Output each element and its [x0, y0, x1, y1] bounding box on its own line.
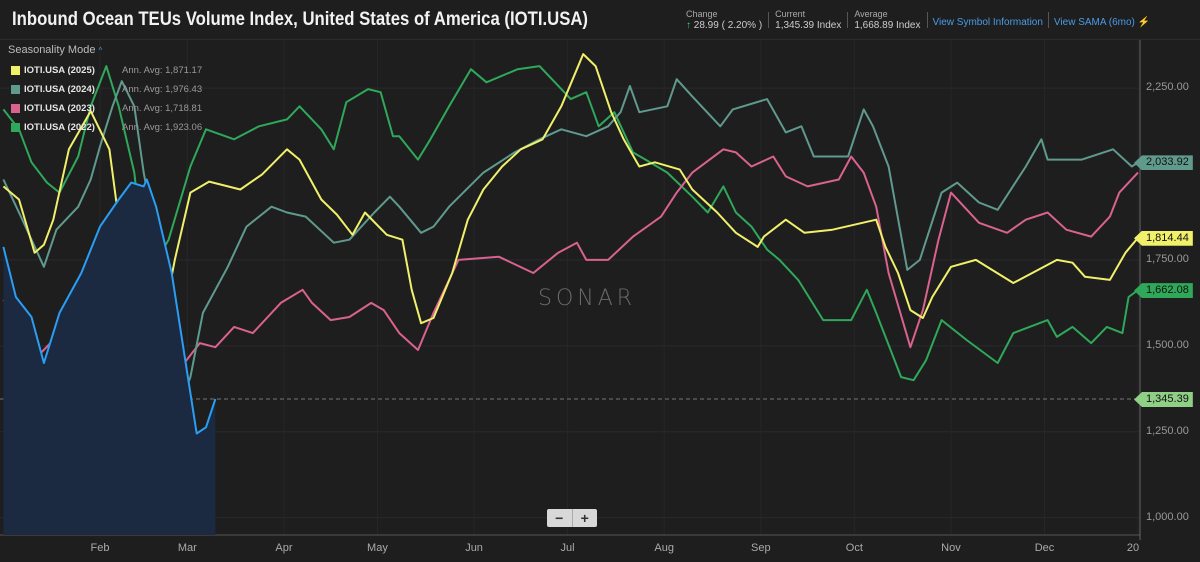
change-value: 28.99 ( 2.20% )	[693, 19, 763, 31]
legend-swatch	[11, 66, 20, 75]
view-sama-link[interactable]: View SAMA (6mo) ⚡	[1054, 11, 1150, 28]
seasonality-mode-toggle[interactable]: Seasonality Mode ^	[8, 44, 202, 56]
average-value: 1,668.89 Index	[854, 19, 921, 31]
change-label: Change	[686, 8, 718, 19]
price-tag: 2,033.92	[1134, 155, 1193, 171]
legend-swatch	[11, 104, 20, 113]
arrow-up-icon: ↑	[686, 19, 691, 31]
legend-item[interactable]: IOTI.USA (2025) Ann. Avg: 1,871.17	[8, 61, 202, 80]
change-stat: Change ↑ 28.99 ( 2.20% )	[686, 9, 762, 31]
current-label: Current	[775, 8, 806, 19]
average-stat: Average 1,668.89 Index	[854, 9, 920, 31]
legend: Seasonality Mode ^ IOTI.USA (2025) Ann. A…	[8, 44, 202, 137]
y-tick-label: 1,750.00	[1146, 252, 1189, 265]
chart-header: Inbound Ocean TEUs Volume Index, United …	[0, 0, 1200, 40]
price-tag: 1,814.44	[1134, 230, 1193, 246]
legend-item[interactable]: IOTI.USA (2022) Ann. Avg: 1,923.06	[8, 118, 202, 137]
view-sama-label: View SAMA (6mo)	[1053, 17, 1135, 28]
legend-series-name: IOTI.USA (2024)	[24, 84, 95, 95]
y-tick-label: 1,500.00	[1146, 338, 1189, 351]
legend-annual-average: Ann. Avg: 1,871.17	[122, 65, 203, 76]
current-value: 1,345.39 Index	[775, 19, 842, 31]
x-tick-label: Feb	[90, 542, 110, 554]
zoom-in-button[interactable]: +	[580, 510, 589, 526]
zoom-controls: − +	[547, 509, 597, 527]
divider	[1047, 11, 1049, 28]
price-tag: 1,662.08	[1134, 283, 1193, 299]
x-tick-label: 20	[1126, 542, 1140, 554]
zoom-out-button[interactable]: −	[547, 509, 573, 527]
legend-item[interactable]: IOTI.USA (2024) Ann. Avg: 1,976.43	[8, 80, 202, 99]
legend-series-name: IOTI.USA (2023)	[24, 103, 95, 114]
x-tick-label: Jun	[465, 542, 483, 554]
seasonality-mode-label: Seasonality Mode	[8, 44, 96, 56]
legend-series-name: IOTI.USA (2025)	[24, 65, 95, 76]
price-tag: 1,345.39	[1134, 391, 1193, 407]
x-tick-label: Jul	[560, 542, 575, 554]
legend-annual-average: Ann. Avg: 1,976.43	[122, 84, 203, 95]
x-tick-label: Dec	[1034, 542, 1055, 554]
x-tick-label: May	[367, 542, 388, 554]
x-tick-label: Nov	[941, 542, 961, 554]
divider	[847, 11, 849, 28]
view-symbol-information-link[interactable]: View Symbol Information	[932, 17, 1043, 28]
sonar-watermark: SONAR	[538, 286, 637, 311]
legend-swatch	[11, 123, 20, 132]
y-tick-label: 2,250.00	[1146, 81, 1189, 94]
divider	[926, 11, 928, 28]
chart-sparkle-icon: ⚡	[1137, 17, 1151, 28]
x-tick-label: Sep	[751, 542, 771, 554]
chevron-up-icon: ^	[98, 46, 103, 55]
divider	[768, 11, 770, 28]
series-line-ioti-usa-2024-	[2, 78, 1139, 405]
average-label: Average	[854, 8, 888, 19]
legend-series-name: IOTI.USA (2022)	[24, 122, 95, 133]
current-year-area	[3, 179, 216, 535]
y-tick-label: 1,000.00	[1146, 510, 1189, 523]
y-tick-label: 1,250.00	[1146, 424, 1189, 437]
legend-item[interactable]: IOTI.USA (2023) Ann. Avg: 1,718.81	[8, 99, 202, 118]
series-line-current	[2, 178, 217, 435]
current-stat: Current 1,345.39 Index	[775, 9, 841, 31]
x-tick-label: Mar	[177, 542, 197, 554]
x-tick-label: Aug	[654, 542, 674, 554]
chart-title: Inbound Ocean TEUs Volume Index, United …	[12, 8, 589, 30]
legend-swatch	[11, 85, 20, 94]
chart-title-container: Inbound Ocean TEUs Volume Index, United …	[12, 8, 680, 32]
legend-annual-average: Ann. Avg: 1,923.06	[122, 122, 203, 133]
legend-annual-average: Ann. Avg: 1,718.81	[122, 103, 203, 114]
x-tick-label: Oct	[845, 542, 863, 554]
x-tick-label: Apr	[275, 542, 293, 554]
